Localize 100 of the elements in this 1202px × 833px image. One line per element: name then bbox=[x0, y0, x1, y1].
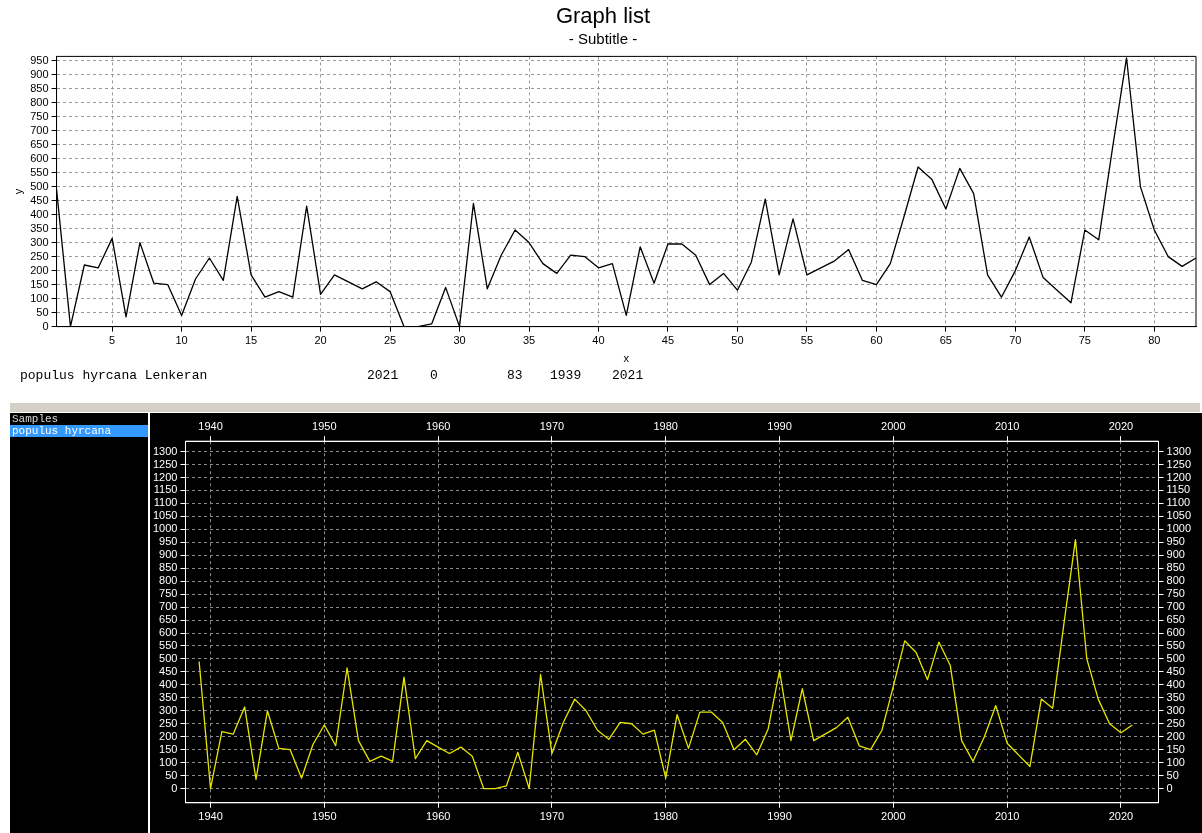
y-tick-label: 900 bbox=[159, 548, 178, 561]
x2-tick-label: 2000 bbox=[881, 419, 906, 432]
x2-tick-label: 1960 bbox=[425, 419, 451, 432]
y-tick-label: 1100 bbox=[153, 496, 178, 509]
text: 2021 bbox=[367, 368, 399, 383]
y-tick-label: 300 bbox=[30, 235, 49, 248]
y-tick-label: 400 bbox=[159, 677, 178, 690]
x-tick-label: 50 bbox=[731, 334, 744, 347]
x-tick-label: 5 bbox=[109, 334, 116, 347]
x-tick-label: 1950 bbox=[312, 810, 337, 823]
text: 2021 bbox=[612, 368, 644, 383]
y-tick-label: 100 bbox=[30, 291, 49, 304]
y2-tick-label: 150 bbox=[1166, 742, 1185, 755]
y2-tick-label: 800 bbox=[1166, 574, 1185, 587]
y2-tick-label: 50 bbox=[1166, 768, 1179, 781]
x-tick-label: 80 bbox=[1148, 334, 1161, 347]
x-tick-label: 35 bbox=[522, 334, 536, 347]
y-tick-label: 800 bbox=[159, 574, 178, 587]
y-tick-label: 850 bbox=[159, 561, 178, 574]
x-tick-label: 60 bbox=[870, 334, 883, 347]
x-tick-label: 1960 bbox=[425, 810, 451, 823]
x2-tick-label: 2020 bbox=[1108, 419, 1134, 432]
x2-tick-label: 1970 bbox=[539, 419, 565, 432]
text: 83 bbox=[507, 368, 523, 383]
text: Samples bbox=[10, 413, 148, 425]
y-tick-label: 850 bbox=[30, 81, 49, 94]
x2-tick-label: 1950 bbox=[312, 419, 337, 432]
y2-tick-label: 1300 bbox=[1166, 444, 1192, 457]
y2-tick-label: 850 bbox=[1166, 561, 1185, 574]
y2-tick-label: 950 bbox=[1166, 535, 1185, 548]
y2-tick-label: 250 bbox=[1166, 716, 1185, 729]
y-tick-label: 100 bbox=[159, 755, 178, 768]
x-axis-title: x bbox=[623, 352, 630, 365]
x-tick-label: 10 bbox=[175, 334, 188, 347]
chart-title: Graph list bbox=[555, 3, 651, 29]
y2-tick-label: 1050 bbox=[1166, 509, 1192, 522]
x-tick-label: 30 bbox=[453, 334, 466, 347]
y-tick-label: 50 bbox=[36, 305, 49, 318]
text: 0 bbox=[430, 368, 438, 383]
y2-tick-label: 1100 bbox=[1166, 496, 1191, 509]
y-tick-label: 700 bbox=[159, 600, 178, 613]
x-tick-label: 40 bbox=[592, 334, 605, 347]
y-tick-label: 450 bbox=[30, 193, 49, 206]
x2-tick-label: 1980 bbox=[653, 419, 678, 432]
y-tick-label: 1200 bbox=[152, 470, 178, 483]
y-tick-label: 800 bbox=[30, 95, 49, 108]
x-tick-label: 75 bbox=[1078, 334, 1091, 347]
y2-tick-label: 700 bbox=[1166, 600, 1185, 613]
y2-tick-label: 200 bbox=[1166, 729, 1185, 742]
text: 1939 bbox=[550, 368, 582, 383]
y-tick-label: 750 bbox=[159, 587, 178, 600]
chart-subtitle: - Subtitle - bbox=[568, 29, 638, 47]
y-tick-label: 600 bbox=[30, 151, 49, 164]
y-tick-label: 350 bbox=[159, 690, 178, 703]
y-tick-label: 750 bbox=[30, 109, 49, 122]
x-tick-label: 2010 bbox=[994, 810, 1020, 823]
x-tick-label: 45 bbox=[661, 334, 675, 347]
y2-tick-label: 0 bbox=[1166, 781, 1173, 794]
x-tick-label: 65 bbox=[939, 334, 952, 347]
y-tick-label: 200 bbox=[159, 729, 178, 742]
y-tick-label: 250 bbox=[30, 249, 49, 262]
x-tick-label: 2020 bbox=[1108, 810, 1134, 823]
x2-tick-label: 1940 bbox=[198, 419, 223, 432]
y-axis-title: y bbox=[11, 188, 24, 195]
y2-tick-label: 550 bbox=[1166, 639, 1185, 652]
y2-tick-label: 900 bbox=[1166, 548, 1185, 561]
y-tick-label: 0 bbox=[171, 781, 178, 794]
x2-tick-label: 1990 bbox=[767, 419, 792, 432]
y-tick-label: 550 bbox=[30, 165, 49, 178]
y-tick-label: 650 bbox=[30, 137, 49, 150]
y-tick-label: 150 bbox=[30, 277, 49, 290]
x-tick-label: 1970 bbox=[539, 810, 565, 823]
y-tick-label: 600 bbox=[159, 626, 178, 639]
x-tick-label: 55 bbox=[800, 334, 814, 347]
x-tick-label: 70 bbox=[1009, 334, 1022, 347]
text: populus hyrcana Lenkeran bbox=[20, 368, 208, 383]
y2-tick-label: 1200 bbox=[1166, 470, 1192, 483]
y2-tick-label: 100 bbox=[1166, 755, 1185, 768]
x-tick-label: 2000 bbox=[881, 810, 906, 823]
y-tick-label: 200 bbox=[30, 263, 49, 276]
y-tick-label: 550 bbox=[159, 639, 178, 652]
y2-tick-label: 350 bbox=[1166, 690, 1185, 703]
y-tick-label: 650 bbox=[159, 613, 178, 626]
y2-tick-label: 650 bbox=[1166, 613, 1185, 626]
x2-tick-label: 2010 bbox=[994, 419, 1020, 432]
y2-tick-label: 750 bbox=[1166, 587, 1185, 600]
y2-tick-label: 450 bbox=[1166, 664, 1185, 677]
y2-tick-label: 500 bbox=[1166, 651, 1185, 664]
y-tick-label: 400 bbox=[30, 207, 49, 220]
y-tick-label: 700 bbox=[30, 123, 49, 136]
y2-tick-label: 400 bbox=[1166, 677, 1185, 690]
y-tick-label: 500 bbox=[30, 179, 49, 192]
y-tick-label: 500 bbox=[159, 651, 178, 664]
y-tick-label: 300 bbox=[159, 703, 178, 716]
x-tick-label: 1990 bbox=[767, 810, 792, 823]
y2-tick-label: 1250 bbox=[1166, 457, 1192, 470]
y-tick-label: 1150 bbox=[153, 483, 178, 496]
y-tick-label: 950 bbox=[159, 535, 178, 548]
text: populus hyrcana bbox=[10, 425, 148, 437]
y-tick-label: 1300 bbox=[152, 444, 178, 457]
